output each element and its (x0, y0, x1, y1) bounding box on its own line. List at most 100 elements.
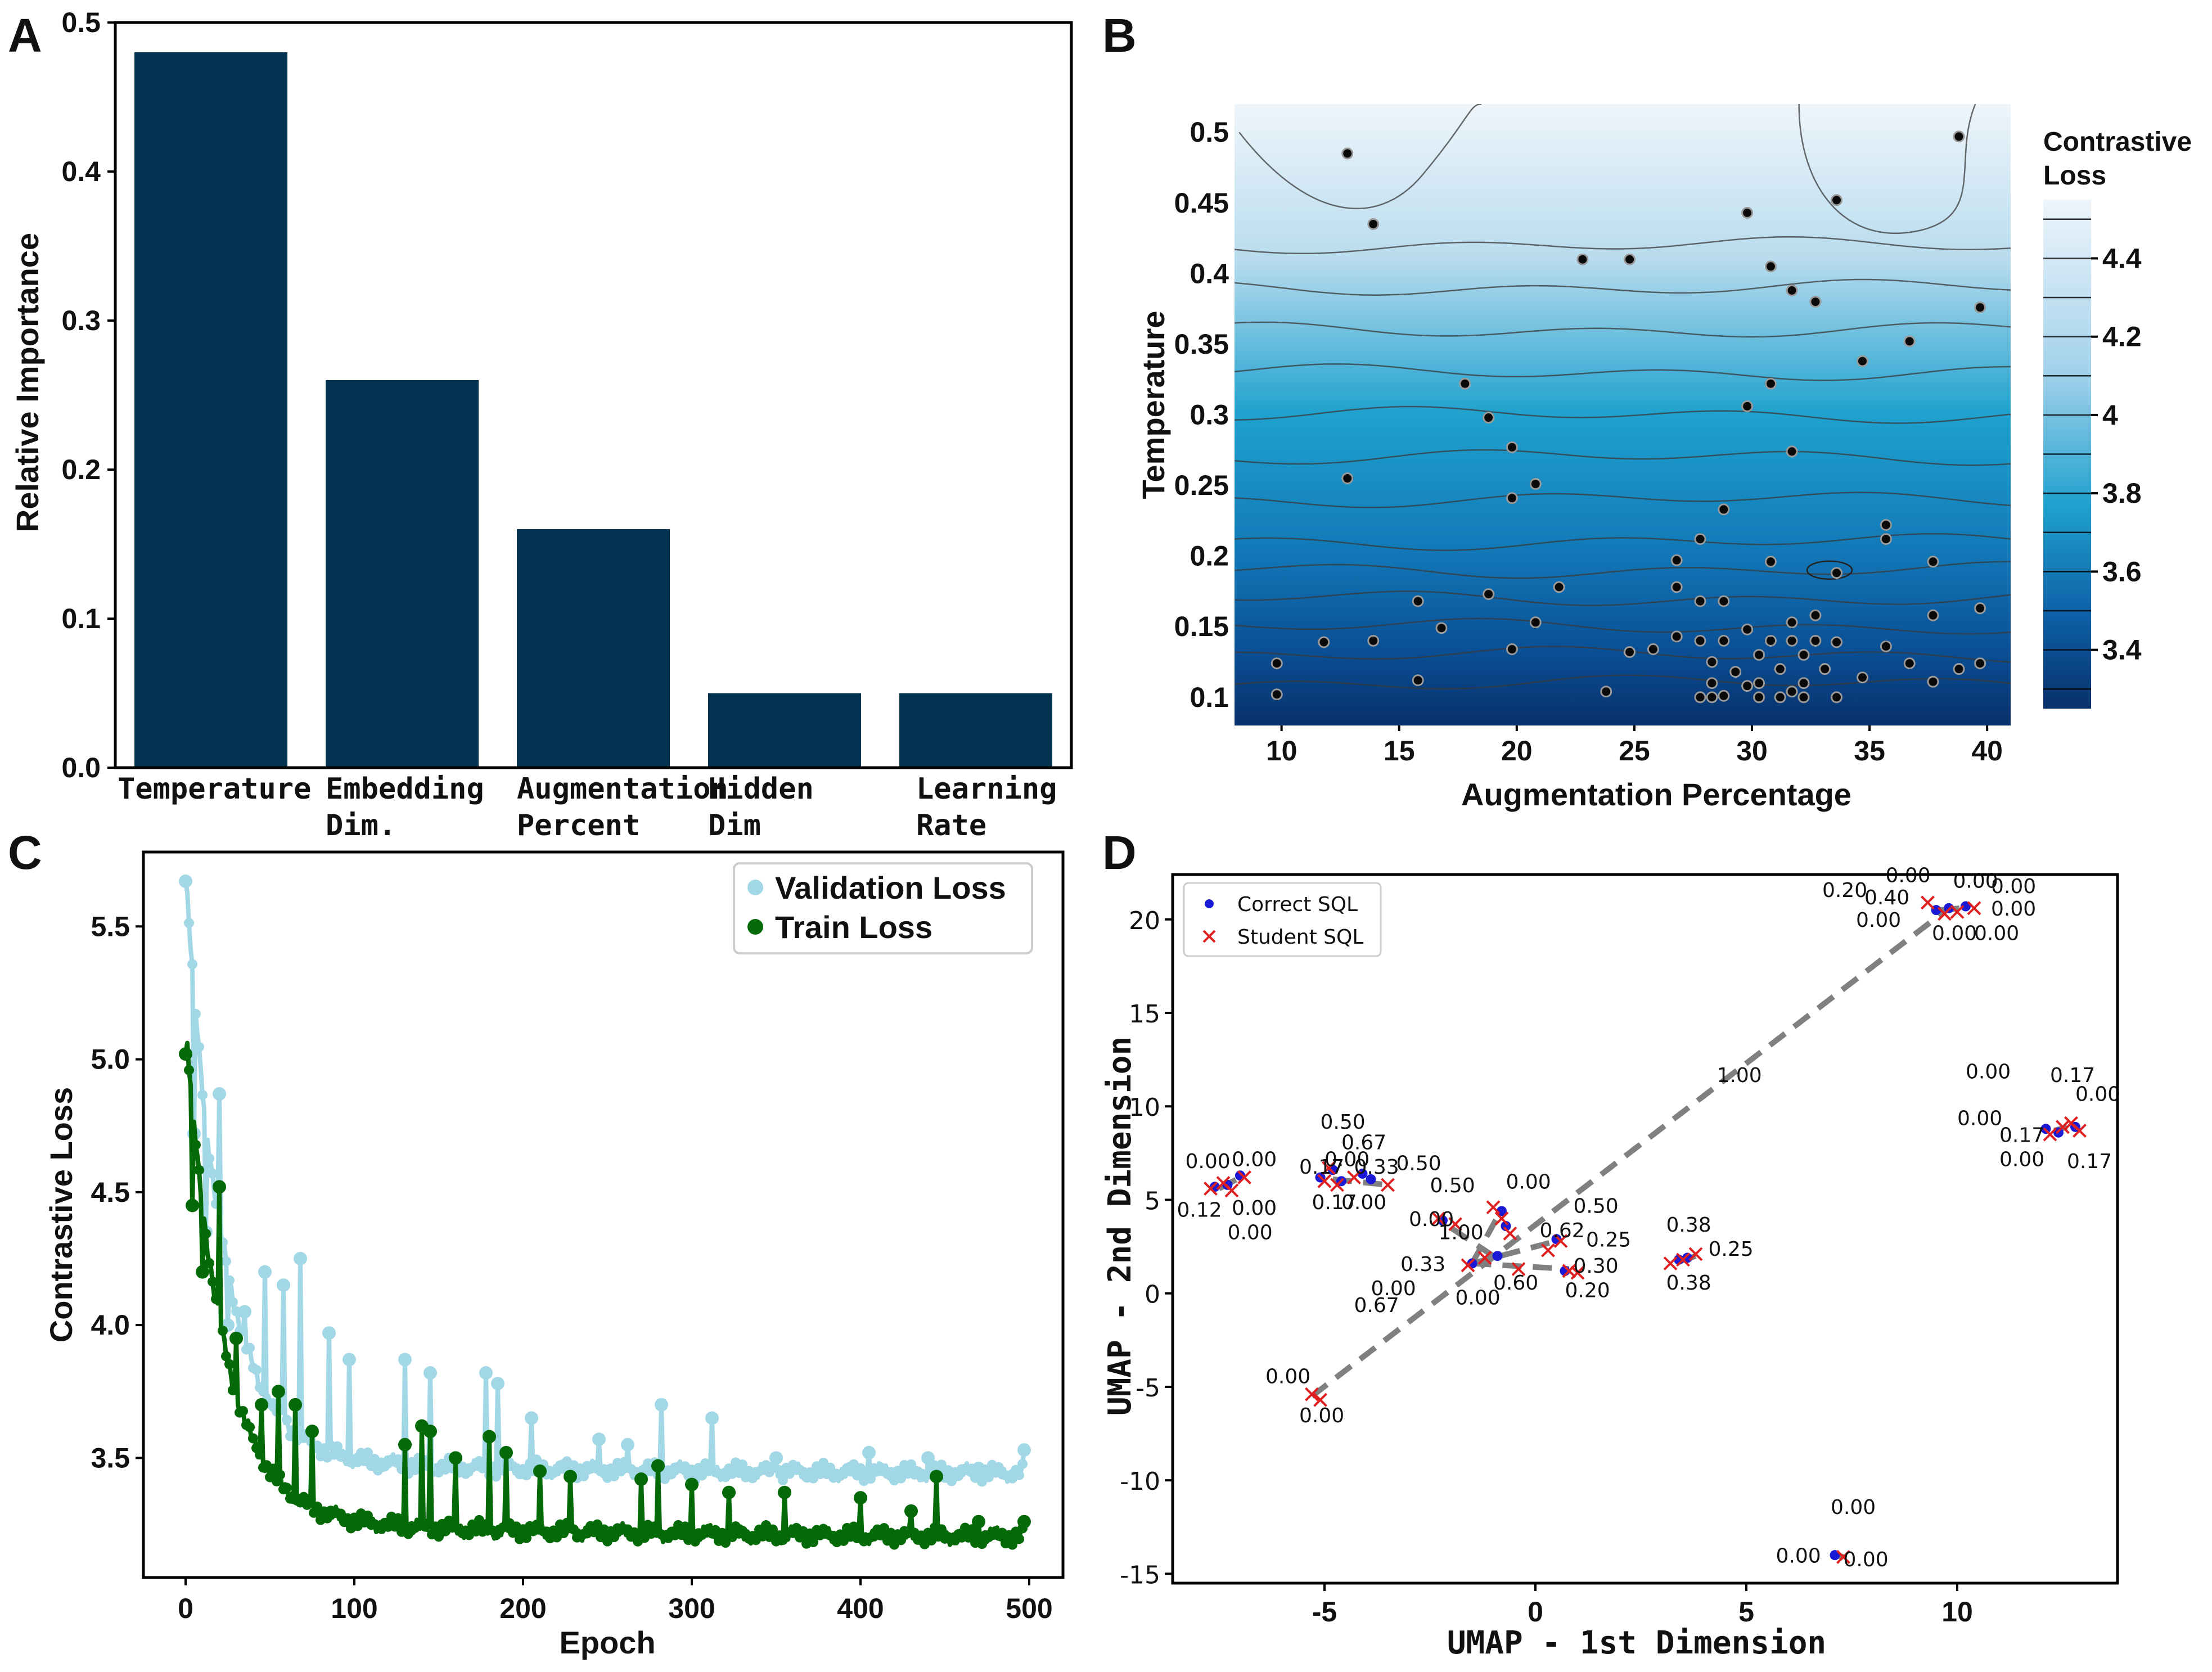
trial-point-37 (1927, 609, 1939, 621)
panel-b-ylabel: Temperature (1136, 310, 1171, 499)
trial-point-71 (1797, 648, 1810, 661)
panel-a-bars (134, 52, 1052, 768)
series-1-point-150 (434, 1531, 444, 1542)
series-0-spike-23 (972, 1462, 985, 1476)
trial-point-47 (1647, 643, 1659, 655)
trial-point-6 (1624, 253, 1636, 265)
annotation-22: 0.33 (1400, 1253, 1445, 1276)
series-0-point-38 (245, 1342, 255, 1353)
trial-point-33 (1412, 595, 1424, 607)
series-1-spike-13 (483, 1430, 496, 1444)
series-1-point-178 (481, 1519, 491, 1530)
xtick-label-5: 35 (1854, 735, 1885, 767)
trial-point-63 (1786, 686, 1798, 698)
student-point-8-b (1381, 1178, 1395, 1192)
series-1-point-266 (629, 1527, 639, 1538)
bar-3 (708, 693, 861, 768)
student-point-6-b (1330, 1178, 1344, 1192)
series-1-point-224 (558, 1528, 569, 1539)
series-1-point-44 (255, 1449, 265, 1460)
bar-1 (326, 380, 479, 768)
series-1-spike-7 (289, 1398, 302, 1412)
colorbar-tick-label-5: 4.4 (2102, 242, 2142, 274)
series-0 (179, 874, 1031, 1487)
annotation-46: 0.17 (1999, 1124, 2044, 1147)
xtick-label-6: 40 (1971, 735, 2003, 767)
series-0-point-252 (606, 1463, 616, 1474)
trial-point-43 (1809, 609, 1822, 621)
pair-line-0 (1310, 905, 1951, 1399)
series-1-point-52 (268, 1463, 278, 1474)
series-0-spike-3 (213, 1087, 226, 1101)
student-point-8 (1381, 1178, 1395, 1192)
student-point-10 (1448, 1217, 1462, 1232)
bar-label-3-0: Hidden (708, 772, 814, 806)
annotation-47: 0.00 (1999, 1148, 2044, 1171)
student-point-20 (1570, 1265, 1585, 1280)
series-1-point-372 (808, 1537, 818, 1548)
series-0-point-6 (191, 1008, 201, 1019)
legend-label-train: Train Loss (775, 909, 932, 945)
series-1-point-302 (690, 1536, 700, 1547)
series-0-point-430 (906, 1459, 916, 1470)
student-point-15 (1477, 1251, 1492, 1265)
contour-line-11 (1235, 278, 2011, 296)
series-0-point-28 (228, 1297, 238, 1308)
trial-point-67 (1729, 666, 1742, 678)
student-point-11-b (1486, 1200, 1501, 1215)
series-1-point-56 (275, 1470, 285, 1480)
series-0-point-184 (491, 1471, 501, 1482)
ytick-label-0: 0.0 (61, 752, 101, 783)
series-0-point-14 (204, 1153, 214, 1164)
series-0-point-2 (184, 918, 194, 929)
trial-point-15 (1483, 412, 1495, 424)
trial-point-11 (1903, 335, 1916, 348)
trial-point-50 (1624, 646, 1636, 658)
panel-a-frame (114, 21, 1073, 769)
series-0-spike-16 (592, 1432, 606, 1446)
series-1-point-12 (201, 1228, 211, 1239)
legend-marker-student (1202, 930, 1216, 943)
trial-point-53 (1974, 657, 1986, 669)
student-point-32-b (2064, 1116, 2078, 1130)
student-point-9-b (1431, 1211, 1445, 1226)
series-1-spike-20 (722, 1485, 736, 1499)
umap-pair-lines (1218, 905, 2068, 1560)
series-1-spike-14 (499, 1445, 513, 1459)
ytick-label-3: 0 (1145, 1281, 1160, 1309)
trial-point-73 (1819, 663, 1831, 675)
umap-points (1204, 895, 2087, 1564)
pair-line-4 (1441, 1220, 1495, 1259)
annotation-5: 0.50 (1321, 1111, 1366, 1134)
contour-top-left (1238, 104, 1482, 210)
series-0-spike-13 (479, 1366, 493, 1380)
student-point-33-b (2073, 1124, 2087, 1138)
series-1-point-40 (248, 1433, 258, 1444)
xtick-label-0: -5 (1312, 1596, 1337, 1628)
annotation-41: 0.00 (1974, 922, 2019, 945)
trial-point-77 (1786, 634, 1798, 647)
student-point-34 (1836, 1550, 1850, 1564)
contour-top-right (1798, 104, 1976, 235)
trial-point-1 (1367, 218, 1380, 230)
student-point-3 (1237, 1170, 1251, 1184)
panel-c-loss-curves: 0 100 200 300 400 500 3.5 4.0 4.5 5.0 5.5 Epoch Co… (43, 850, 1065, 1660)
series-0-spike-11 (398, 1353, 412, 1367)
series-line-0 (183, 881, 1026, 1484)
student-point-19-b (1562, 1264, 1576, 1278)
panel-d-ylabel: UMAP - 2nd Dimension (1102, 1036, 1138, 1416)
series-0-point-16 (208, 1168, 218, 1179)
series-1-point-22 (218, 1326, 228, 1336)
heatmap-contours (1235, 104, 2011, 690)
annotation-38: 0.00 (1991, 898, 2036, 921)
annotation-48: 0.17 (2067, 1150, 2112, 1173)
series-1-point-348 (768, 1524, 778, 1535)
series-1-spike-17 (634, 1472, 648, 1486)
panel-b-xlabel: Augmentation Percentage (1461, 777, 1851, 812)
ytick-label-1: 0.1 (61, 603, 101, 634)
student-point-14-b (1461, 1258, 1475, 1273)
trial-point-69 (1753, 677, 1765, 689)
student-point-33 (2073, 1124, 2087, 1138)
series-0-point-382 (825, 1462, 835, 1473)
student-point-25 (1313, 1392, 1327, 1407)
